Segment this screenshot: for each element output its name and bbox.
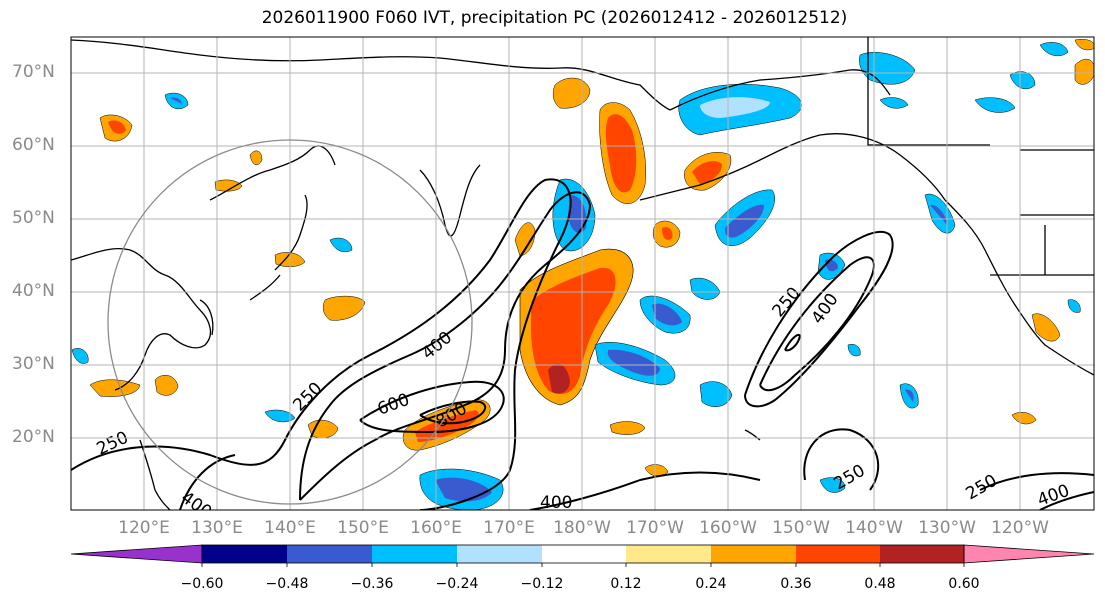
map-title: 2026011900 F060 IVT, precipitation PC (2… [261, 8, 848, 28]
contour-small-east [784, 334, 802, 352]
colorbar-tick-label: −0.36 [350, 576, 394, 592]
contour-400-east [744, 230, 894, 408]
colorbar-segment [202, 545, 287, 563]
contour-label: 600 [375, 390, 412, 420]
colorbar-tick-label: 0.12 [610, 576, 642, 592]
contour-250-east-inner [759, 256, 875, 392]
alaska-coast [639, 69, 946, 201]
lon-label: 180°W [553, 518, 611, 538]
lon-label: 130°E [191, 518, 243, 538]
lon-label: 140°E [264, 518, 316, 538]
colorbar-segment [457, 545, 542, 563]
precipitation-shading [71, 39, 1094, 510]
colorbar-segment [711, 545, 796, 563]
reference-circle [107, 139, 473, 505]
colorbar-segment [287, 545, 372, 563]
contour-250-far-east [979, 472, 1094, 491]
contour-400-bottom [529, 471, 761, 510]
colorbar-tick-label: −0.48 [265, 576, 309, 592]
contour-400-southeast [1039, 491, 1094, 510]
gridlines [71, 37, 1094, 510]
lon-label: 160°E [410, 518, 462, 538]
lat-label: 60°N [12, 135, 55, 155]
colorbar-tick-label: 0.48 [864, 576, 896, 592]
lon-label: 150°E [337, 518, 389, 538]
lon-label: 120°E [118, 518, 170, 538]
coastlines [71, 37, 1094, 510]
colorbar-tick-label: −0.60 [180, 576, 224, 592]
contour-label: 400 [418, 328, 456, 364]
colorbar-extend-high [963, 544, 1095, 564]
contour-400-west [299, 191, 592, 501]
na-west-coast [944, 199, 1094, 376]
lat-label: 20°N [12, 427, 55, 447]
contour-label: 250 [963, 471, 1001, 505]
lat-label: 50°N [12, 208, 55, 228]
contour-400-lower [179, 454, 236, 510]
colorbar-tick-label: −0.24 [435, 576, 479, 592]
lon-label: 170°E [483, 518, 535, 538]
lon-label: 130°W [918, 518, 976, 538]
japan [249, 194, 308, 301]
korea [199, 299, 214, 336]
lat-label: 30°N [12, 354, 55, 374]
colorbar [70, 544, 1095, 567]
lat-label: 40°N [12, 281, 55, 301]
lon-label: 150°W [772, 518, 830, 538]
contour-label: 400 [540, 493, 572, 513]
contour-label: 250 [289, 378, 326, 415]
colorbar-segment [880, 545, 964, 563]
positive-anomaly-central-core [530, 267, 616, 395]
colorbar-segment [796, 545, 880, 563]
lon-label: 160°W [699, 518, 757, 538]
lon-label: 170°W [626, 518, 684, 538]
contour-label: 250 [769, 283, 805, 321]
contour-250-south [803, 428, 880, 491]
colorbar-extend-low [70, 544, 203, 564]
map-frame [70, 36, 1095, 511]
colorbar-segment [626, 545, 711, 563]
colorbar-tick-label: −0.12 [520, 576, 564, 592]
colorbar-tick-label: 0.24 [695, 576, 727, 592]
asia-coast [71, 248, 212, 391]
lon-label: 140°W [845, 518, 903, 538]
lat-label: 70°N [12, 62, 55, 82]
hawaii [744, 429, 761, 441]
ivt-contours [71, 178, 1094, 510]
contour-250-west [71, 178, 572, 510]
siberia-coast [71, 39, 671, 111]
colorbar-tick-label: 0.60 [948, 576, 980, 592]
colorbar-tick-label: 0.36 [780, 576, 812, 592]
contour-label: 250 [94, 428, 132, 460]
lon-label: 120°W [991, 518, 1049, 538]
kamchatka [419, 164, 481, 237]
colorbar-segment [372, 545, 457, 563]
contour-600 [359, 380, 505, 434]
colorbar-segment [542, 545, 626, 563]
contour-label: 400 [808, 290, 843, 328]
contour-label: 400 [1035, 481, 1072, 511]
